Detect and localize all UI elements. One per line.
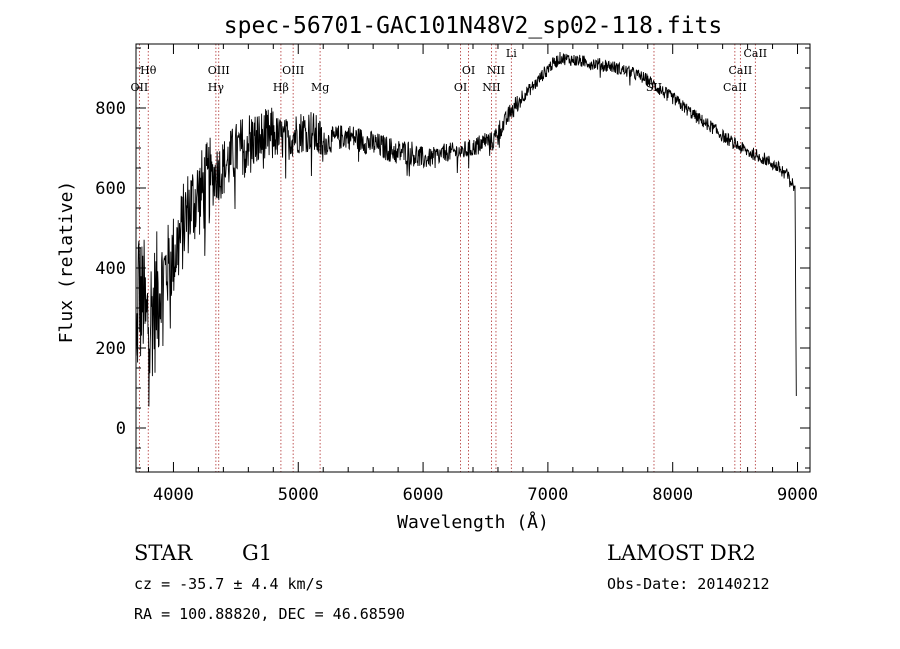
line-label: CaII [743,47,767,60]
x-tick-label: 9000 [777,485,818,505]
chart-title: spec-56701-GAC101N48V2_sp02-118.fits [224,13,723,39]
y-tick-label: 400 [95,259,126,279]
line-label: OIII [282,64,304,77]
x-axis-ticks: 4000 5000 6000 7000 8000 9000 [147,44,818,505]
spectral-line-markers [138,44,756,472]
x-tick-label: 6000 [403,485,444,505]
y-axis-ticks: 0 200 400 600 800 [95,47,810,469]
line-label: NII [482,81,500,94]
object-subclass: G1 [242,541,272,565]
line-label: OIII [208,64,230,77]
x-tick-label: 8000 [652,485,693,505]
line-label: CaII [723,81,747,94]
line-label: Hγ [208,81,225,94]
coords-text: RA = 100.88820, DEC = 46.68590 [134,605,405,623]
line-label: Hθ [140,64,157,77]
line-label: OI [462,64,475,77]
line-label: CaII [729,64,753,77]
object-class: STAR [134,541,193,565]
x-tick-label: 5000 [278,485,319,505]
spectrum-series-line [135,51,797,407]
y-axis-label: Flux (relative) [56,181,77,344]
y-tick-label: 200 [95,339,126,359]
y-tick-label: 0 [116,419,126,439]
plot-frame [135,43,811,473]
y-tick-label: 600 [95,179,126,199]
survey-name: LAMOST DR2 [607,541,756,565]
line-label: Mg [311,81,329,94]
x-tick-label: 4000 [153,485,194,505]
x-tick-label: 7000 [527,485,568,505]
line-label: NII [487,64,505,77]
line-label: OI [454,81,467,94]
line-label: Li [506,47,517,60]
line-label: Hβ [273,81,289,94]
obs-date-text: Obs-Date: 20140212 [607,575,770,593]
y-tick-label: 800 [95,99,126,119]
x-axis-label: Wavelength (Å) [397,511,549,533]
redshift-text: cz = -35.7 ± 4.4 km/s [134,575,324,593]
